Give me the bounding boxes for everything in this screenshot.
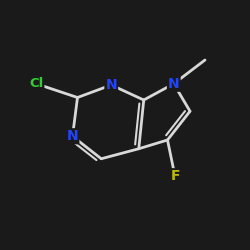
Text: Cl: Cl (29, 77, 43, 90)
Text: N: N (168, 77, 179, 91)
Text: N: N (67, 129, 78, 143)
Text: F: F (170, 169, 180, 183)
Text: N: N (106, 78, 117, 92)
